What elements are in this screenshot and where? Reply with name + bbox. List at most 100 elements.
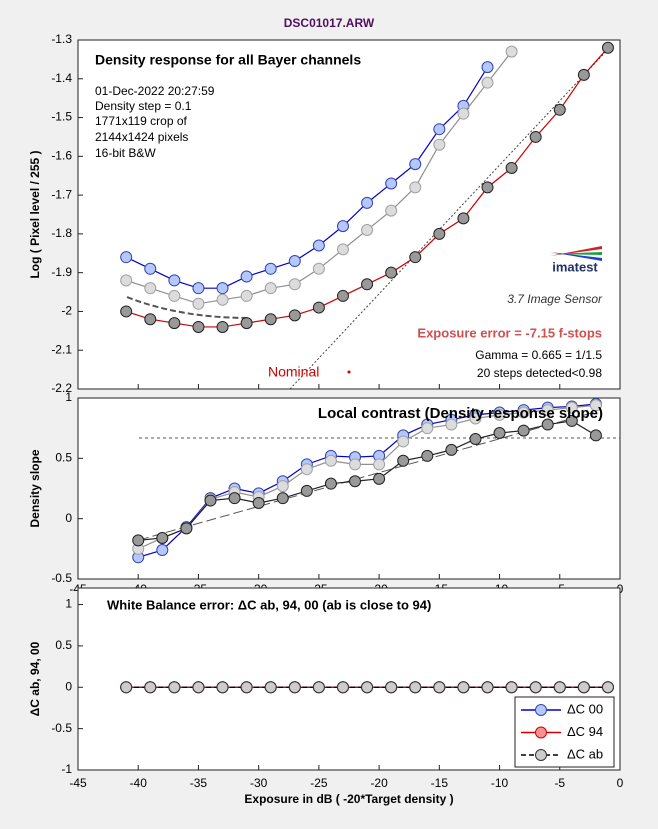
data-point: [385, 204, 398, 217]
data-point: [192, 681, 205, 694]
panel-title: Local contrast (Density response slope): [318, 405, 603, 422]
legend-label: ΔC 94: [567, 724, 603, 739]
data-point: [409, 181, 422, 194]
data-point: [216, 282, 229, 295]
data-point: [288, 278, 301, 291]
data-point: [156, 531, 169, 544]
data-point: [517, 424, 530, 437]
data-point: [264, 262, 277, 275]
data-point: [144, 313, 157, 326]
data-point: [168, 274, 181, 287]
data-point: [361, 278, 374, 291]
data-point: [144, 681, 157, 694]
data-point: [553, 681, 566, 694]
data-point: [541, 404, 554, 417]
data-point: [481, 61, 494, 74]
annotation: Density step = 0.1: [95, 99, 192, 113]
y-tick-label: -1.8: [51, 226, 72, 240]
y-axis-label: Density slope: [28, 449, 42, 527]
data-point: [505, 681, 518, 694]
data-point: [312, 681, 325, 694]
data-point: [457, 212, 470, 225]
data-point: [288, 255, 301, 268]
plot-layer: [120, 41, 614, 389]
data-point: [541, 418, 554, 431]
data-point: [361, 681, 374, 694]
data-point: [397, 454, 410, 467]
y-tick-label: -2: [61, 304, 72, 318]
data-point: [120, 305, 133, 318]
plot-layer: [132, 398, 620, 564]
data-point: [505, 161, 518, 174]
data-point: [240, 681, 253, 694]
data-point: [204, 494, 217, 507]
data-point: [324, 477, 337, 490]
data-point: [240, 270, 253, 283]
fit-curve: [126, 296, 251, 319]
annotation: 1771x119 crop of: [95, 114, 188, 128]
legend-label: ΔC 00: [567, 701, 603, 716]
data-point: [300, 463, 313, 476]
legend-marker: [535, 726, 547, 739]
data-point: [385, 266, 398, 279]
data-point: [216, 681, 229, 694]
data-point: [216, 293, 229, 306]
data-point: [505, 45, 518, 58]
data-point: [336, 220, 349, 233]
data-point: [336, 681, 349, 694]
data-point: [288, 681, 301, 694]
y-tick-label: -1: [61, 762, 72, 776]
imatest-logo: [550, 246, 602, 261]
data-point: [228, 492, 241, 505]
data-point: [421, 449, 434, 462]
data-point: [216, 320, 229, 333]
data-point: [481, 681, 494, 694]
y-tick-label: -1.5: [51, 110, 72, 124]
data-point: [168, 681, 181, 694]
annotation: Nominal: [268, 364, 319, 380]
data-point: [168, 317, 181, 330]
data-point: [469, 412, 482, 425]
data-point: [276, 492, 289, 505]
data-point: [324, 454, 337, 467]
data-point: [240, 317, 253, 330]
data-point: [445, 418, 458, 431]
data-point: [457, 107, 470, 120]
y-tick-label: -1.6: [51, 149, 72, 163]
data-point: [373, 472, 386, 485]
annotation: Gamma = 0.665 = 1/1.5: [475, 348, 602, 362]
data-point: [553, 103, 566, 116]
data-point: [144, 262, 157, 275]
data-point: [589, 429, 602, 442]
data-point: [433, 123, 446, 136]
data-point: [180, 522, 193, 535]
legend-label: ΔC ab: [567, 746, 603, 761]
data-point: [421, 422, 434, 435]
data-point: [336, 243, 349, 256]
data-point: [288, 309, 301, 322]
data-point: [601, 681, 614, 694]
data-point: [409, 158, 422, 171]
figure-title: DSC01017.ARW: [284, 16, 375, 30]
data-point: [312, 301, 325, 314]
plot-area: [77, 39, 621, 390]
data-point: [397, 435, 410, 448]
x-tick-label: 0: [617, 776, 624, 790]
data-point: [433, 138, 446, 151]
x-tick-label: -30: [250, 776, 268, 790]
data-point: [192, 320, 205, 333]
y-tick-label: 0.5: [55, 451, 72, 465]
data-point: [529, 130, 542, 143]
y-tick-label: 0: [65, 679, 72, 693]
data-point: [264, 282, 277, 295]
data-point: [168, 289, 181, 302]
logo-stripe: [550, 252, 602, 261]
y-axis-label: Log ( Pixel level / 255 ): [28, 150, 42, 278]
data-point: [120, 274, 133, 287]
y-tick-label: -1.7: [51, 187, 72, 201]
annotation: Exposure error = -7.15 f-stops: [417, 325, 602, 340]
legend-marker: [535, 749, 547, 761]
annotation: 20 steps detected<0.98: [477, 366, 602, 380]
data-point: [300, 484, 313, 497]
data-point: [361, 224, 374, 237]
